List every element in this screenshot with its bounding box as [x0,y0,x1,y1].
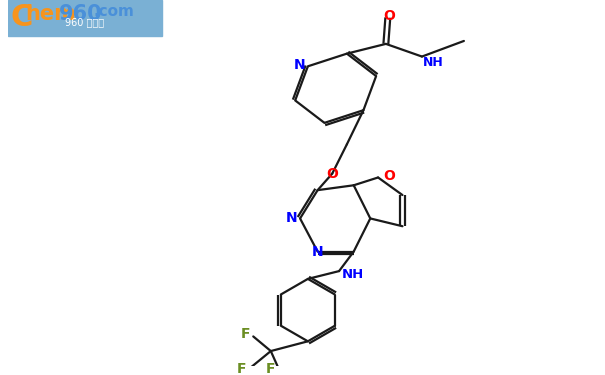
Text: F: F [266,362,276,375]
Text: hem: hem [25,4,76,24]
Text: F: F [241,327,250,342]
Text: .com: .com [93,4,134,19]
Text: N: N [293,58,305,72]
Text: O: O [326,166,338,181]
Text: C: C [10,3,33,32]
Text: NH: NH [342,268,364,282]
Text: O: O [383,168,395,183]
Text: F: F [237,362,246,375]
Text: N: N [286,211,297,225]
Text: 960 化工网: 960 化工网 [65,18,104,27]
Text: NH: NH [423,56,443,69]
Text: O: O [383,9,394,22]
Bar [7,0,162,36]
Text: 960: 960 [59,4,103,24]
Text: N: N [312,244,324,259]
